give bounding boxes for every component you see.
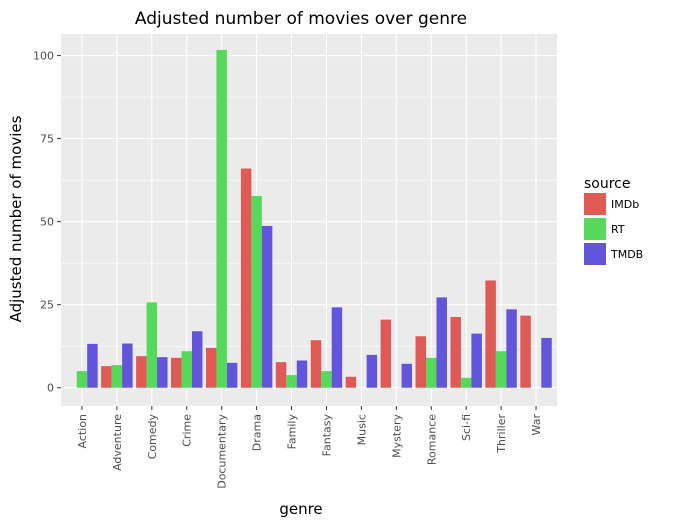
bar-rt-fantasy: [321, 371, 332, 388]
bar-imdb-music: [345, 376, 357, 388]
bar-tmdb-fantasy: [331, 307, 343, 388]
bar-imdb-comedy: [136, 356, 147, 388]
x-axis-title: genre: [279, 500, 322, 518]
y-tick-label: 75: [40, 133, 54, 146]
bar-rt-comedy: [146, 302, 158, 388]
x-tick-label: Sci-fi: [460, 414, 473, 441]
x-tick-label: Mystery: [390, 414, 403, 458]
bar-rt-drama: [251, 196, 262, 388]
x-tick-label: Adventure: [111, 414, 124, 471]
bar-tmdb-romance: [436, 297, 447, 388]
bar-tmdb-comedy: [157, 357, 168, 388]
bar-rt-sci-fi: [460, 377, 472, 388]
legend-swatch-tmdb: [584, 243, 606, 265]
bar-rt-family: [286, 375, 297, 388]
bar-imdb-family: [275, 362, 287, 388]
y-axis: 0 25 50 75 100: [33, 50, 61, 395]
bar-tmdb-crime: [191, 331, 203, 388]
x-tick-label: Music: [355, 414, 368, 445]
bar-tmdb-action: [87, 343, 98, 388]
x-tick-label: Romance: [425, 414, 438, 465]
y-tick-label: 50: [40, 216, 54, 229]
y-tick-label: 25: [40, 299, 54, 312]
x-tick-label: Documentary: [216, 414, 229, 489]
bar-tmdb-music: [366, 354, 378, 388]
bar-imdb-adventure: [101, 366, 112, 388]
bar-imdb-thriller: [485, 280, 496, 388]
bar-imdb-war: [520, 315, 531, 388]
bar-tmdb-mystery: [401, 363, 413, 388]
bars-layer: [76, 49, 552, 388]
x-tick-label: Family: [286, 414, 299, 450]
x-tick-label: Crime: [181, 414, 194, 447]
bar-tmdb-adventure: [122, 343, 133, 388]
legend-label-rt: RT: [611, 223, 625, 236]
bar-imdb-documentary: [205, 347, 217, 388]
x-tick-label: Action: [76, 414, 89, 448]
bar-imdb-mystery: [380, 319, 392, 388]
bar-tmdb-family: [296, 360, 308, 388]
legend: source IMDb RT TMDB: [584, 176, 643, 265]
x-tick-label: Thriller: [495, 414, 508, 454]
y-axis-title: Adjusted number of movies: [7, 115, 25, 322]
bar-imdb-sci-fi: [450, 316, 461, 388]
y-tick-label: 100: [33, 50, 54, 63]
bar-imdb-fantasy: [310, 340, 322, 388]
bar-rt-crime: [181, 351, 192, 388]
bar-rt-action: [76, 371, 88, 388]
bar-tmdb-sci-fi: [471, 333, 482, 388]
bar-tmdb-war: [541, 337, 552, 388]
bar-tmdb-drama: [261, 225, 273, 388]
bar-rt-thriller: [495, 351, 507, 388]
x-axis: Action Adventure Comedy Crime Documentary Dra…: [76, 406, 543, 489]
x-tick-label: Comedy: [146, 414, 159, 460]
x-tick-label: War: [530, 414, 543, 436]
bar-imdb-romance: [415, 336, 427, 388]
bar-rt-romance: [426, 357, 437, 388]
x-tick-label: Drama: [251, 414, 264, 451]
chart-title: Adjusted number of movies over genre: [135, 9, 467, 29]
bar-tmdb-thriller: [506, 309, 517, 388]
plot-panel: [61, 34, 557, 406]
bar-imdb-crime: [171, 357, 182, 388]
legend-swatch-rt: [584, 218, 606, 240]
bar-imdb-drama: [240, 168, 252, 388]
bar-rt-documentary: [216, 49, 227, 388]
x-tick-label: Fantasy: [320, 414, 333, 457]
bar-tmdb-documentary: [226, 362, 238, 388]
bar-rt-adventure: [111, 365, 123, 388]
legend-title: source: [584, 176, 631, 192]
legend-label-imdb: IMDb: [611, 198, 639, 211]
legend-label-tmdb: TMDB: [610, 248, 643, 261]
y-tick-label: 0: [47, 382, 54, 395]
legend-swatch-imdb: [584, 193, 606, 215]
